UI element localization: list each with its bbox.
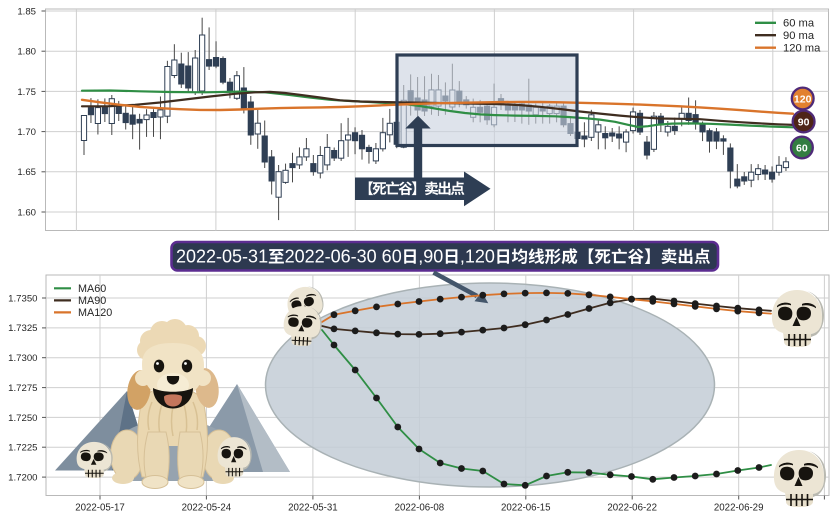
svg-text:1.7225: 1.7225 bbox=[8, 443, 37, 454]
svg-text:2022-05-31: 2022-05-31 bbox=[176, 247, 268, 267]
svg-text:1.65: 1.65 bbox=[17, 167, 36, 178]
svg-text:1.80: 1.80 bbox=[17, 47, 36, 58]
svg-text:2022-06-22: 2022-06-22 bbox=[607, 503, 657, 514]
svg-text:,120: ,120 bbox=[460, 247, 495, 267]
svg-text:,90: ,90 bbox=[418, 247, 443, 267]
svg-text:1.75: 1.75 bbox=[17, 87, 36, 98]
svg-text:1.85: 1.85 bbox=[17, 6, 36, 17]
svg-text:MA60: MA60 bbox=[78, 283, 106, 295]
svg-text:MA120: MA120 bbox=[78, 307, 112, 319]
svg-text:MA90: MA90 bbox=[78, 295, 106, 307]
svg-text:1.7325: 1.7325 bbox=[8, 323, 37, 334]
svg-text:1.7350: 1.7350 bbox=[8, 293, 37, 304]
svg-text:60: 60 bbox=[796, 142, 808, 154]
svg-text:120 ma: 120 ma bbox=[783, 42, 821, 54]
svg-text:1.70: 1.70 bbox=[17, 127, 36, 138]
svg-text:2022-05-24: 2022-05-24 bbox=[182, 503, 232, 514]
svg-text:60 ma: 60 ma bbox=[783, 18, 815, 30]
svg-text:1.7250: 1.7250 bbox=[8, 413, 37, 424]
svg-text:2022-05-17: 2022-05-17 bbox=[75, 503, 125, 514]
svg-text:90 ma: 90 ma bbox=[783, 30, 815, 42]
svg-text:120: 120 bbox=[794, 93, 812, 105]
svg-text:2022-06-08: 2022-06-08 bbox=[395, 503, 445, 514]
svg-text:2022-06-15: 2022-06-15 bbox=[501, 503, 551, 514]
svg-text:90: 90 bbox=[798, 116, 810, 128]
svg-text:1.7275: 1.7275 bbox=[8, 383, 37, 394]
svg-text:1.7300: 1.7300 bbox=[8, 353, 37, 364]
svg-text:1.60: 1.60 bbox=[17, 207, 36, 218]
svg-text:2022-05-31: 2022-05-31 bbox=[288, 503, 338, 514]
svg-text:2022-06-30 60: 2022-06-30 60 bbox=[285, 247, 402, 267]
svg-text:1.7200: 1.7200 bbox=[8, 473, 37, 484]
svg-text:2022-06-29: 2022-06-29 bbox=[714, 503, 764, 514]
